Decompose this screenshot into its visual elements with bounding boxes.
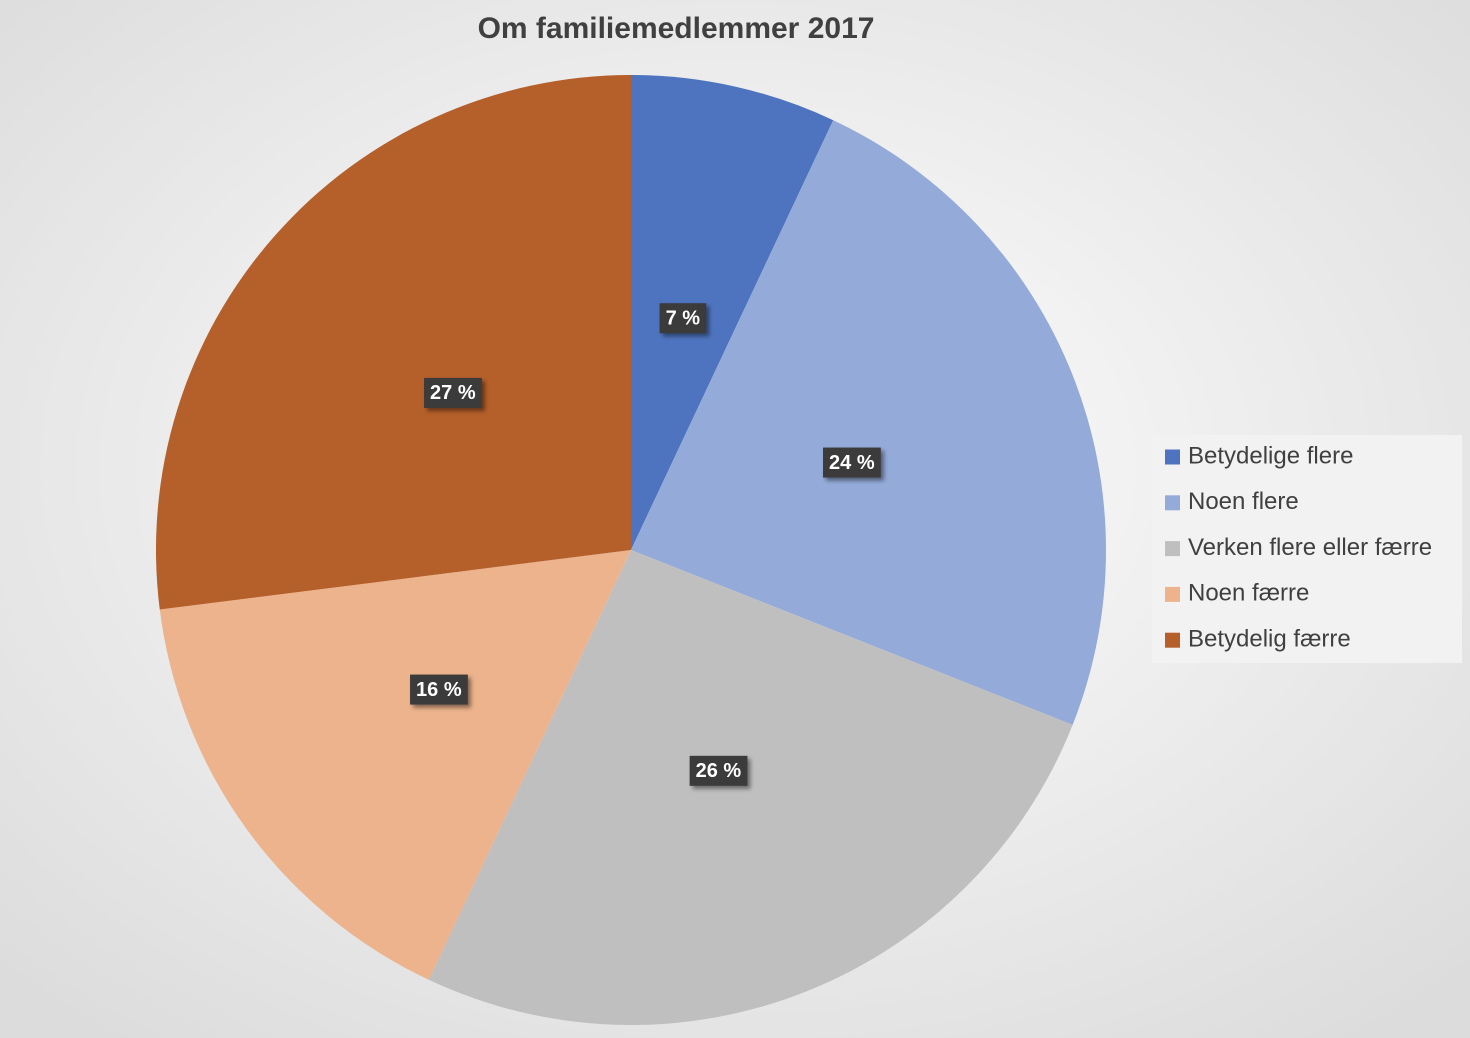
data-labels: 7 % 24 % 26 % 16 % 27 % xyxy=(410,303,881,786)
legend-swatch xyxy=(1165,541,1180,557)
data-label-box xyxy=(410,674,468,705)
data-label: 26 % xyxy=(689,755,748,786)
data-label-box xyxy=(424,377,482,408)
pie-slice xyxy=(631,75,834,550)
pie-slice xyxy=(155,75,631,610)
legend: Betydelige flere Noen flere Verken flere e… xyxy=(1165,442,1432,653)
pie-slice xyxy=(428,550,1073,1025)
pie xyxy=(155,75,1106,1025)
data-label-box xyxy=(659,303,707,334)
data-label: 24 % xyxy=(823,447,881,478)
pie-slice xyxy=(631,120,1106,725)
legend-box xyxy=(1152,435,1462,663)
legend-label: Noen færre xyxy=(1188,580,1309,607)
data-label: 16 % xyxy=(410,674,468,705)
legend-swatch xyxy=(1165,449,1180,465)
data-label-text: 16 % xyxy=(416,679,462,701)
data-label-text: 26 % xyxy=(696,760,742,782)
data-label-text: 27 % xyxy=(430,382,476,404)
data-label-box xyxy=(823,447,881,478)
legend-swatch xyxy=(1165,495,1180,511)
chart-title: Om familiemedlemmer 2017 xyxy=(478,12,875,45)
legend-label: Betydelig færre xyxy=(1188,626,1351,653)
data-label-text: 24 % xyxy=(829,452,875,474)
data-label-text: 7 % xyxy=(666,308,701,330)
data-label-box xyxy=(689,755,748,786)
data-label: 27 % xyxy=(424,377,482,408)
data-label: 7 % xyxy=(659,303,707,334)
legend-label: Noen flere xyxy=(1188,488,1299,515)
legend-label: Betydelige flere xyxy=(1188,442,1353,469)
legend-swatch xyxy=(1165,632,1180,648)
legend-label: Verken flere eller færre xyxy=(1188,534,1432,561)
legend-swatch xyxy=(1165,586,1180,602)
pie-slice xyxy=(159,550,631,980)
